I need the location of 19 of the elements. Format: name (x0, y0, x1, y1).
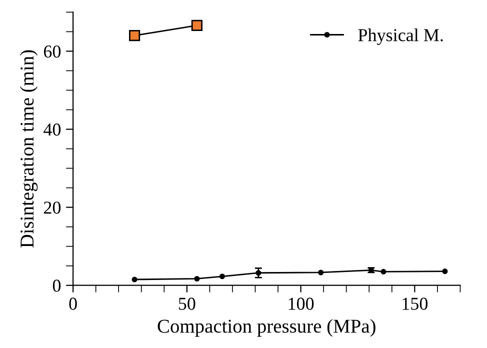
point (219, 274, 225, 280)
x-tick-label: 100 (288, 298, 314, 310)
legend-label: Physical M. (358, 28, 443, 45)
x-tick-label: 0 (69, 298, 77, 310)
point (191, 20, 202, 32)
y-tick-label: 20 (44, 202, 61, 214)
y-tick-label: 60 (44, 45, 61, 58)
point (194, 276, 200, 282)
point (380, 268, 386, 274)
x-tick-label: 150 (402, 298, 428, 310)
point (318, 270, 324, 276)
point (442, 268, 448, 274)
y-tick-label: 0 (52, 280, 61, 292)
x-tick-label: 50 (178, 298, 196, 310)
x-axis-title: Compaction pressure (MPa) (158, 319, 376, 337)
y-axis-title: Disintegration time (min) (20, 50, 38, 248)
point (128, 30, 140, 42)
point (132, 276, 138, 282)
y-tick-label: 40 (44, 124, 61, 136)
